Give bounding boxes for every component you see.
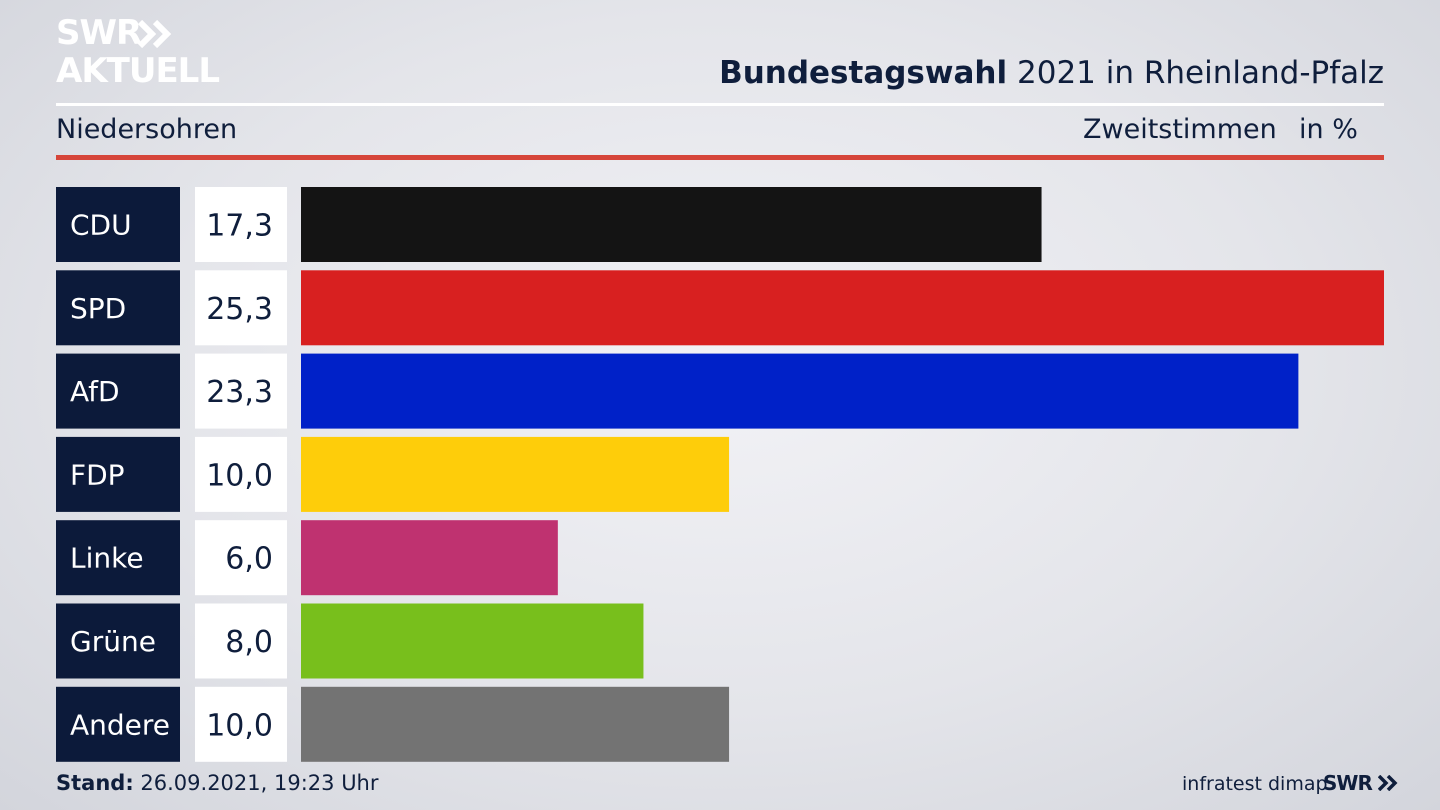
value-label-linke: 6,0 <box>225 542 273 577</box>
value-label-fdp: 10,0 <box>206 458 273 493</box>
party-label-box <box>56 520 180 596</box>
value-box <box>195 270 287 346</box>
party-label-spd: SPD <box>70 292 126 325</box>
logo-chevron-icon <box>138 20 172 48</box>
timestamp: Stand: 26.09.2021, 19:23 Uhr <box>56 773 379 794</box>
party-label-andere: Andere <box>70 708 170 741</box>
accent-divider <box>56 155 1384 160</box>
swr-aktuell-logo: SWR AKTUELL <box>56 16 226 90</box>
value-label-spd: 25,3 <box>206 292 273 327</box>
page-title: Bundestagswahl 2021 in Rheinland-Pfalz <box>719 58 1384 89</box>
value-box <box>195 686 287 762</box>
party-label-linke: Linke <box>70 542 144 575</box>
value-label-andere: 10,0 <box>206 708 273 743</box>
value-label-gr-ne: 8,0 <box>225 625 273 660</box>
metric-label: Zweitstimmen <box>1083 114 1277 145</box>
party-label-gr-ne: Grüne <box>70 625 156 658</box>
unit-label: in % <box>1299 114 1358 145</box>
stand-value: 26.09.2021, 19:23 Uhr <box>140 771 379 795</box>
stand-label: Stand: <box>56 771 134 795</box>
party-label-afd: AfD <box>70 375 120 408</box>
bar-afd <box>301 353 1299 429</box>
value-label-afd: 23,3 <box>206 375 273 410</box>
value-box <box>195 603 287 679</box>
value-box <box>195 353 287 429</box>
value-box <box>195 187 287 262</box>
swr-footer-logo: SWR <box>1323 773 1398 793</box>
party-label-cdu: CDU <box>70 209 132 242</box>
title-bold: Bundestagswahl <box>719 55 1008 91</box>
value-box <box>195 520 287 596</box>
bar-linke <box>301 520 558 596</box>
party-label-box <box>56 270 180 346</box>
bar-fdp <box>301 436 730 512</box>
party-label-box <box>56 187 180 262</box>
value-box <box>195 436 287 512</box>
swr-footer-chevron-icon <box>1377 774 1398 792</box>
bar-andere <box>301 686 730 762</box>
party-label-box <box>56 436 180 512</box>
bar-cdu <box>301 187 1042 262</box>
party-label-box <box>56 686 180 762</box>
bar-gr-ne <box>301 603 644 679</box>
region-name: Niedersohren <box>56 114 238 145</box>
swr-footer-text: SWR <box>1323 771 1373 795</box>
header-divider <box>56 103 1384 106</box>
title-rest: 2021 in Rheinland-Pfalz <box>1017 55 1384 91</box>
value-label-cdu: 17,3 <box>206 209 273 244</box>
party-label-box <box>56 603 180 679</box>
logo-line-1: SWR <box>56 13 142 53</box>
party-label-box <box>56 353 180 429</box>
bar-spd <box>301 270 1384 346</box>
party-label-fdp: FDP <box>70 458 125 491</box>
logo-line-2: AKTUELL <box>56 51 220 91</box>
data-source: infratest dimap <box>1182 773 1328 795</box>
